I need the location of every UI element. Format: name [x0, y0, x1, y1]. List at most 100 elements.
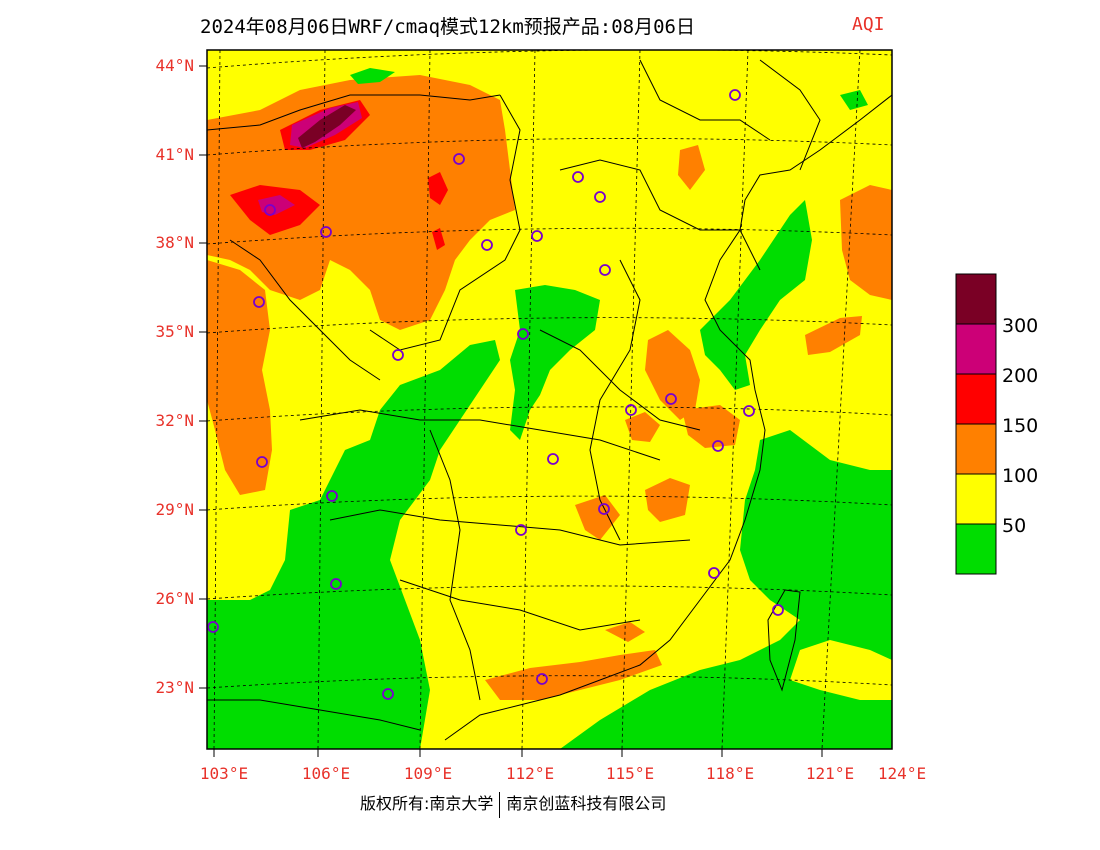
circle-icon: [598, 503, 610, 515]
circle-icon: [264, 204, 276, 216]
lat-label-35: 35°N: [155, 322, 194, 341]
aqi-zone-red-3: [428, 172, 448, 205]
legend-label-300: 300: [1002, 315, 1039, 337]
graticule-lat-35: [207, 317, 892, 334]
aqi-zone-southwest-green: [207, 340, 500, 749]
aqi-zone-northeast-orange: [840, 185, 892, 300]
circle-icon: [772, 604, 784, 616]
circle-icon: [547, 453, 559, 465]
boundary-8: [207, 699, 421, 731]
lat-label-26: 26°N: [155, 589, 194, 608]
legend-swatch-50-100: [955, 473, 997, 525]
lat-label-44: 44°N: [155, 56, 194, 75]
circle-icon: [392, 349, 404, 361]
graticule-lon-115: [621, 50, 641, 749]
circle-icon: [481, 239, 493, 251]
aqi-zone-central-green: [510, 285, 600, 440]
map-frame: [206, 49, 893, 750]
boundary-4: [299, 409, 661, 461]
aqi-zone-central-orange-2: [682, 405, 740, 448]
city-markers: [207, 89, 784, 700]
lon-label-109: 109°E: [403, 764, 453, 783]
aqi-zone-central-orange-5: [625, 412, 660, 442]
boundary-11: [759, 59, 821, 171]
lon-label-112: 112°E: [505, 764, 555, 783]
graticule-lon-106: [317, 50, 326, 749]
legend-swatch-100-150: [955, 423, 997, 475]
aqi-zone-east-orange: [805, 316, 862, 355]
lat-label-23: 23°N: [155, 678, 194, 697]
graticule-lat-32: [207, 406, 892, 422]
footer-company: 南京创蓝科技有限公司: [506, 794, 667, 813]
circle-icon: [256, 456, 268, 468]
circle-icon: [599, 264, 611, 276]
circle-icon: [536, 673, 548, 685]
aqi-zone-purple-2: [258, 195, 295, 215]
axis-ticks: [199, 65, 823, 757]
graticule-lat-44: [207, 50, 892, 69]
legend-colorbar: [955, 273, 997, 575]
map-title: 2024年08月06日WRF/cmaq模式12km预报产品:08月06日: [200, 16, 695, 38]
footer: 版权所有:南京大学 南京创蓝科技有限公司: [360, 790, 666, 818]
circle-icon: [729, 89, 741, 101]
graticule-lat-23: [207, 675, 892, 689]
circle-icon: [382, 688, 394, 700]
legend-label-200: 200: [1002, 365, 1039, 387]
lat-label-29: 29°N: [155, 500, 194, 519]
footer-separator: [499, 791, 501, 818]
circle-icon: [253, 296, 265, 308]
legend-label-150: 150: [1002, 415, 1039, 437]
circle-icon: [712, 440, 724, 452]
aqi-zone-west-orange: [207, 260, 272, 495]
boundaries: [207, 59, 892, 741]
taiwan-outline: [767, 589, 801, 692]
aqi-zone-sea-yellow: [790, 640, 892, 700]
legend-swatch-gt300: [955, 273, 997, 325]
aqi-field: [207, 50, 892, 749]
aqi-zone-central-orange-1: [645, 330, 700, 420]
circle-icon: [207, 621, 219, 633]
boundary-3: [539, 329, 701, 431]
boundary-10: [429, 429, 481, 701]
aqi-zone-north-green-2: [840, 90, 868, 110]
legend-label-100: 100: [1002, 465, 1039, 487]
circle-icon: [515, 524, 527, 536]
graticule: [207, 50, 892, 749]
circle-icon: [320, 226, 332, 238]
legend-label-50: 50: [1002, 515, 1027, 537]
lon-label-118: 118°E: [705, 764, 755, 783]
graticule-lat-38: [207, 227, 892, 245]
boundary-12: [639, 59, 771, 141]
lon-label-121: 121°E: [805, 764, 855, 783]
circle-icon: [330, 578, 342, 590]
legend-swatch-lt50: [955, 523, 997, 575]
boundary-6: [399, 579, 641, 631]
legend-swatch-200-300: [955, 323, 997, 375]
circle-icon: [708, 567, 720, 579]
graticule-lat-41: [207, 138, 892, 156]
circle-icon: [625, 404, 637, 416]
circle-icon: [326, 490, 338, 502]
lat-label-32: 32°N: [155, 411, 194, 430]
legend-swatch-150-200: [955, 373, 997, 425]
aqi-zone-north-green-1: [350, 68, 395, 84]
lat-label-41: 41°N: [155, 145, 194, 164]
circle-icon: [453, 153, 465, 165]
boundary-north: [207, 94, 501, 131]
aqi-zone-central-orange-4: [645, 478, 690, 522]
circle-icon: [531, 230, 543, 242]
boundary-9: [589, 259, 641, 541]
boundary-1: [369, 94, 521, 351]
lat-label-38: 38°N: [155, 233, 194, 252]
circle-icon: [594, 191, 606, 203]
lon-label-106: 106°E: [301, 764, 351, 783]
graticule-lon-112: [521, 50, 536, 749]
circle-icon: [517, 328, 529, 340]
circle-icon: [743, 405, 755, 417]
boundary-2: [559, 159, 761, 271]
boundary-5: [329, 509, 691, 546]
aqi-zone-red-4: [432, 228, 445, 250]
circle-icon: [572, 171, 584, 183]
footer-copyright: 版权所有:南京大学: [360, 794, 494, 813]
